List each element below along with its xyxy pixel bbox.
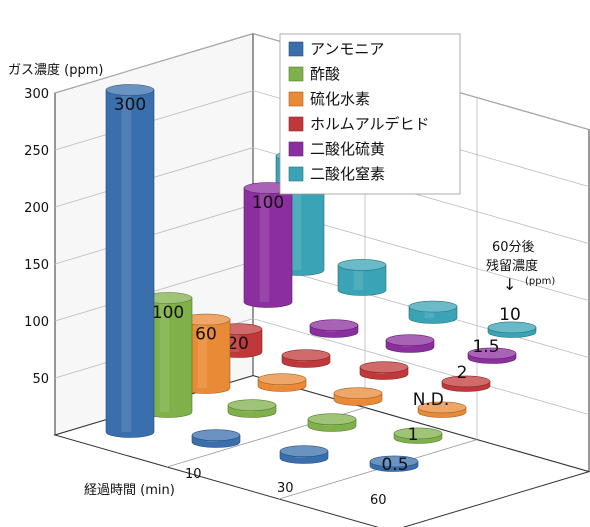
legend-swatch	[288, 141, 304, 157]
data-label-initial: 100	[252, 193, 284, 213]
data-label-initial: 20	[227, 334, 249, 354]
residual-label: 1	[408, 425, 419, 445]
bar-t30-4	[385, 334, 435, 353]
residual-label: N.D.	[413, 390, 450, 410]
legend-swatch	[288, 66, 304, 82]
y-tick-label: 150	[24, 258, 49, 273]
bar-t10-5-highlight	[353, 264, 364, 290]
residual-label: 0.5	[381, 455, 408, 475]
bar-t30-3	[359, 361, 409, 380]
residual-label: 10	[499, 305, 521, 325]
bar-t10-3	[281, 349, 331, 368]
bar-t60-1	[393, 427, 443, 444]
bar-t10-3-top	[281, 349, 331, 361]
residual-label: 1.5	[472, 337, 499, 357]
legend-swatch	[288, 116, 304, 132]
bar-t30-2-top	[333, 387, 383, 399]
bar-t60-3-top	[441, 375, 491, 388]
residual-annotation: 60分後 残留濃度 ↓ (ppm) 0.51 N.D. 21.510	[381, 240, 555, 475]
data-label-initial: 60	[195, 325, 217, 345]
bar-t60-3	[441, 375, 491, 392]
y-tick-label: 50	[32, 372, 49, 387]
bar-t10-1-top	[227, 399, 277, 411]
bar-initial-5-highlight	[291, 156, 302, 270]
bar-t30-1-top	[307, 413, 357, 425]
legend-swatch	[288, 166, 304, 182]
residual-unit: (ppm)	[525, 276, 555, 287]
bar-initial-0	[105, 84, 155, 438]
legend-box	[279, 33, 461, 195]
y-tick-label: 200	[24, 201, 49, 216]
bar-initial-2	[181, 313, 231, 394]
bar-t10-5-top	[337, 259, 387, 271]
bar-t10-2	[257, 373, 307, 392]
bar-t30-1	[307, 413, 357, 432]
residual-header-line1: 60分後	[492, 240, 535, 255]
time-tick-label: 60	[370, 493, 387, 508]
bar-t60-4	[467, 347, 517, 364]
bar-initial-2-highlight	[197, 319, 208, 388]
y-tick-label: 300	[24, 87, 49, 102]
legend-label: 硫化水素	[310, 90, 370, 108]
bar-t60-1-top	[393, 427, 443, 440]
bar-initial-1-highlight	[159, 298, 170, 412]
legend-label: 酢酸	[310, 65, 340, 83]
legend-label: アンモニア	[310, 40, 384, 58]
bar-t30-0	[279, 445, 329, 464]
bar-t60-5-top	[487, 321, 537, 334]
data-label-initial: 300	[114, 95, 146, 115]
bar-t30-5-top	[408, 300, 458, 313]
bar-initial-0-highlight	[121, 90, 132, 432]
data-label-initial: 100	[152, 303, 184, 323]
bar-t10-2-top	[257, 373, 307, 385]
time-tick-labels: 10 30 60	[185, 467, 387, 508]
bar-t10-0	[191, 429, 241, 448]
x-axis-label: 経過時間 (min)	[84, 483, 175, 498]
bar-t10-0-top	[191, 429, 241, 441]
residual-label: 2	[457, 363, 468, 383]
bar-t60-2	[417, 401, 467, 418]
legend-label: 二酸化窒素	[310, 165, 385, 183]
bar-t60-0	[369, 455, 419, 472]
y-axis-label: ガス濃度 (ppm)	[8, 62, 103, 78]
legend-swatch	[288, 41, 304, 57]
y-tick-label: 100	[24, 315, 49, 330]
bar-t10-4-top	[309, 319, 359, 331]
bar-t30-4-top	[385, 334, 435, 346]
bar-t10-4	[309, 319, 359, 338]
bar-initial-4-highlight	[259, 188, 270, 302]
legend-label: 二酸化硫黄	[310, 140, 385, 158]
bar-t30-2	[333, 387, 383, 406]
bar-t60-4-top	[467, 347, 517, 360]
time-tick-label: 30	[277, 481, 294, 496]
residual-arrow: ↓	[503, 275, 516, 294]
bar-initial-0-top	[105, 84, 155, 96]
y-tick-label: 250	[24, 144, 49, 159]
time-tick-label: 10	[185, 467, 202, 482]
bar-t60-2-top	[417, 401, 467, 414]
legend-swatch	[288, 91, 304, 107]
bar-initial-1	[143, 292, 193, 418]
bar-t60-0-top	[369, 455, 419, 468]
legend-label: ホルムアルデヒド	[310, 115, 430, 133]
bar-t10-5	[337, 259, 387, 296]
bar-t60-5	[487, 321, 537, 338]
bar-initial-4	[243, 182, 293, 308]
bar-t10-1	[227, 399, 277, 418]
residual-header-line2: 残留濃度	[486, 258, 538, 274]
bar-initial-3-highlight	[229, 329, 240, 352]
bar-t30-3-top	[359, 361, 409, 373]
bar-t30-0-top	[279, 445, 329, 457]
bar-t30-5	[408, 300, 458, 324]
y-tick-labels: 50 100 150 200 250 300	[24, 87, 49, 387]
